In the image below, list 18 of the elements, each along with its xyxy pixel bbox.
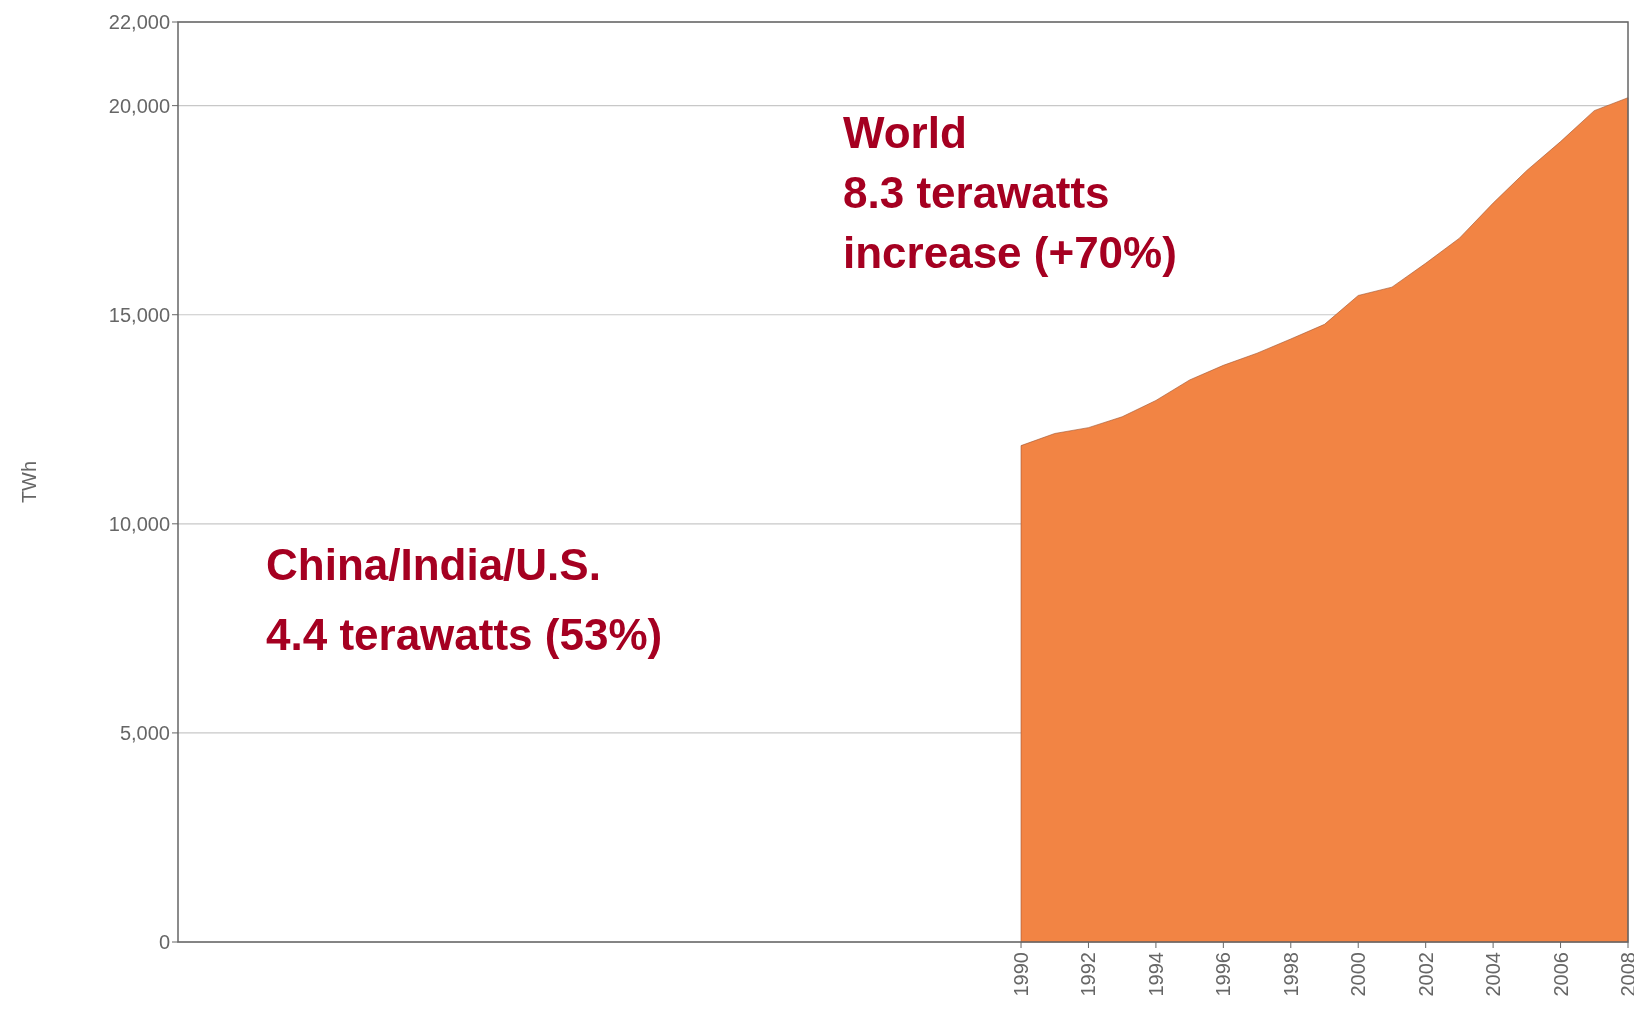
x-tick-label: 1998 xyxy=(1279,952,1302,997)
x-tick-label: 1994 xyxy=(1144,952,1167,997)
y-tick-label: 22,000 xyxy=(108,11,170,33)
annotation: China/India/U.S. 4.4 terawatts (53%) xyxy=(266,540,663,659)
y-tick-label: 5,000 xyxy=(119,721,170,744)
x-tick-label: 2006 xyxy=(1549,952,1572,997)
y-tick-label: 15,000 xyxy=(108,303,170,326)
x-tick-label: 1990 xyxy=(1010,952,1033,997)
annotation: World 8.3 terawatts increase (+70%) xyxy=(843,108,1177,277)
x-tick-label: 2000 xyxy=(1347,952,1370,997)
x-tick-label: 1996 xyxy=(1212,952,1235,997)
y-tick-label: 10,000 xyxy=(108,512,170,535)
x-tick-label: 2002 xyxy=(1414,952,1437,997)
x-tick-label: 1992 xyxy=(1077,952,1100,997)
y-tick-label: 0 xyxy=(158,931,170,953)
y-tick-label: 20,000 xyxy=(108,94,170,117)
y-axis-title: TWh xyxy=(18,460,40,504)
x-tick-label: 2004 xyxy=(1482,952,1505,997)
